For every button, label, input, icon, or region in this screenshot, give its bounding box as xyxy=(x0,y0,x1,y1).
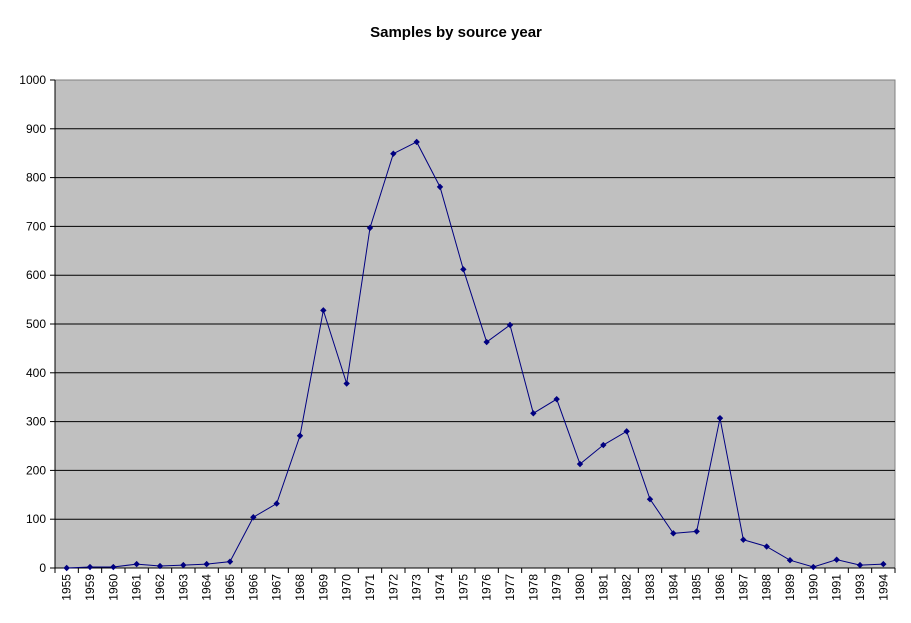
series xyxy=(63,138,887,572)
data-point xyxy=(833,556,840,563)
data-point xyxy=(763,543,770,550)
x-tick-label: 1967 xyxy=(270,574,284,601)
y-tick-label: 300 xyxy=(26,415,46,429)
data-point xyxy=(320,307,327,314)
x-tick-label: 1985 xyxy=(690,574,704,601)
x-tick-label: 1974 xyxy=(433,574,447,601)
x-tick-label: 1959 xyxy=(83,574,97,601)
data-point xyxy=(273,500,280,507)
data-point xyxy=(390,150,397,157)
chart-title: Samples by source year xyxy=(370,24,542,41)
data-point xyxy=(600,441,607,449)
y-tick-label: 1000 xyxy=(19,73,46,87)
data-point xyxy=(483,338,490,346)
x-tick-label: 1986 xyxy=(713,574,727,601)
data-point xyxy=(413,138,420,146)
x-tick-label: 1990 xyxy=(806,574,820,601)
data-point xyxy=(716,414,724,422)
y-tick-label: 400 xyxy=(26,366,46,380)
data-point xyxy=(576,460,584,468)
x-tick-label: 1975 xyxy=(456,574,470,601)
data-point xyxy=(436,183,444,191)
data-point xyxy=(296,432,304,439)
y-axis: 0 100 200 300 400 500 600 700 800 900 1000 xyxy=(19,73,56,575)
x-tick-label: 1989 xyxy=(783,574,797,601)
x-tick-label: 1982 xyxy=(620,574,634,601)
x-tick-label: 1961 xyxy=(130,574,144,601)
x-tick-label: 1955 xyxy=(60,574,74,601)
x-tick-label: 1977 xyxy=(503,574,517,601)
x-tick-label: 1966 xyxy=(246,574,260,601)
data-point xyxy=(250,514,257,521)
x-tick-label: 1988 xyxy=(760,574,774,601)
x-tick-label: 1964 xyxy=(200,574,214,601)
x-tick-label: 1978 xyxy=(526,574,540,601)
data-point xyxy=(366,224,374,232)
y-tick-label: 700 xyxy=(26,219,46,233)
data-point xyxy=(530,410,537,417)
x-tick-label: 1976 xyxy=(480,574,494,601)
x-tick-label: 1993 xyxy=(853,574,867,601)
series-line xyxy=(66,141,884,569)
y-tick-label: 200 xyxy=(26,463,46,477)
data-point xyxy=(86,563,94,571)
data-point xyxy=(786,556,794,564)
x-tick-label: 1979 xyxy=(550,574,564,601)
x-tick-label: 1969 xyxy=(316,574,330,601)
data-point xyxy=(110,563,117,571)
x-tick-label: 1983 xyxy=(643,574,657,601)
x-tick-label: 1965 xyxy=(223,574,237,601)
data-point xyxy=(506,321,514,329)
x-tick-label: 1970 xyxy=(340,574,354,601)
y-tick-label: 100 xyxy=(26,512,46,526)
y-tick-label: 500 xyxy=(26,317,46,331)
data-point xyxy=(670,530,677,537)
y-tick-label: 900 xyxy=(26,122,46,136)
data-point xyxy=(133,560,140,568)
data-point xyxy=(460,266,467,273)
data-point xyxy=(343,380,350,387)
x-tick-label: 1968 xyxy=(293,574,307,601)
x-tick-label: 1972 xyxy=(386,574,400,601)
x-tick-label: 1971 xyxy=(363,574,377,601)
x-tick-label: 1962 xyxy=(153,574,167,601)
x-tick-label: 1973 xyxy=(410,574,424,601)
x-tick-label: 1991 xyxy=(830,574,844,601)
data-point xyxy=(810,563,817,571)
data-point xyxy=(623,428,630,435)
y-tick-label: 600 xyxy=(26,268,46,282)
x-tick-label: 1981 xyxy=(596,574,610,601)
x-tick-label: 1984 xyxy=(666,574,680,601)
x-axis: 1955 1959 1960 1961 1962 1963 1964 1965 1966 1967… xyxy=(54,567,896,601)
data-point xyxy=(740,536,747,543)
data-point xyxy=(63,564,70,572)
x-tick-label: 1963 xyxy=(176,574,190,601)
x-tick-label: 1960 xyxy=(106,574,120,601)
y-tick-label: 800 xyxy=(26,171,46,185)
data-point xyxy=(180,561,187,569)
data-point xyxy=(553,395,560,403)
x-tick-label: 1980 xyxy=(573,574,587,601)
y-tick-label: 0 xyxy=(39,561,46,575)
x-tick-label: 1994 xyxy=(876,574,890,601)
data-point xyxy=(880,560,887,568)
x-tick-label: 1987 xyxy=(736,574,750,601)
data-point xyxy=(226,558,234,565)
data-point xyxy=(203,560,210,568)
data-point xyxy=(856,561,864,569)
data-point xyxy=(646,495,654,503)
data-point xyxy=(693,528,700,535)
data-point xyxy=(156,562,164,570)
gridlines xyxy=(55,128,895,520)
